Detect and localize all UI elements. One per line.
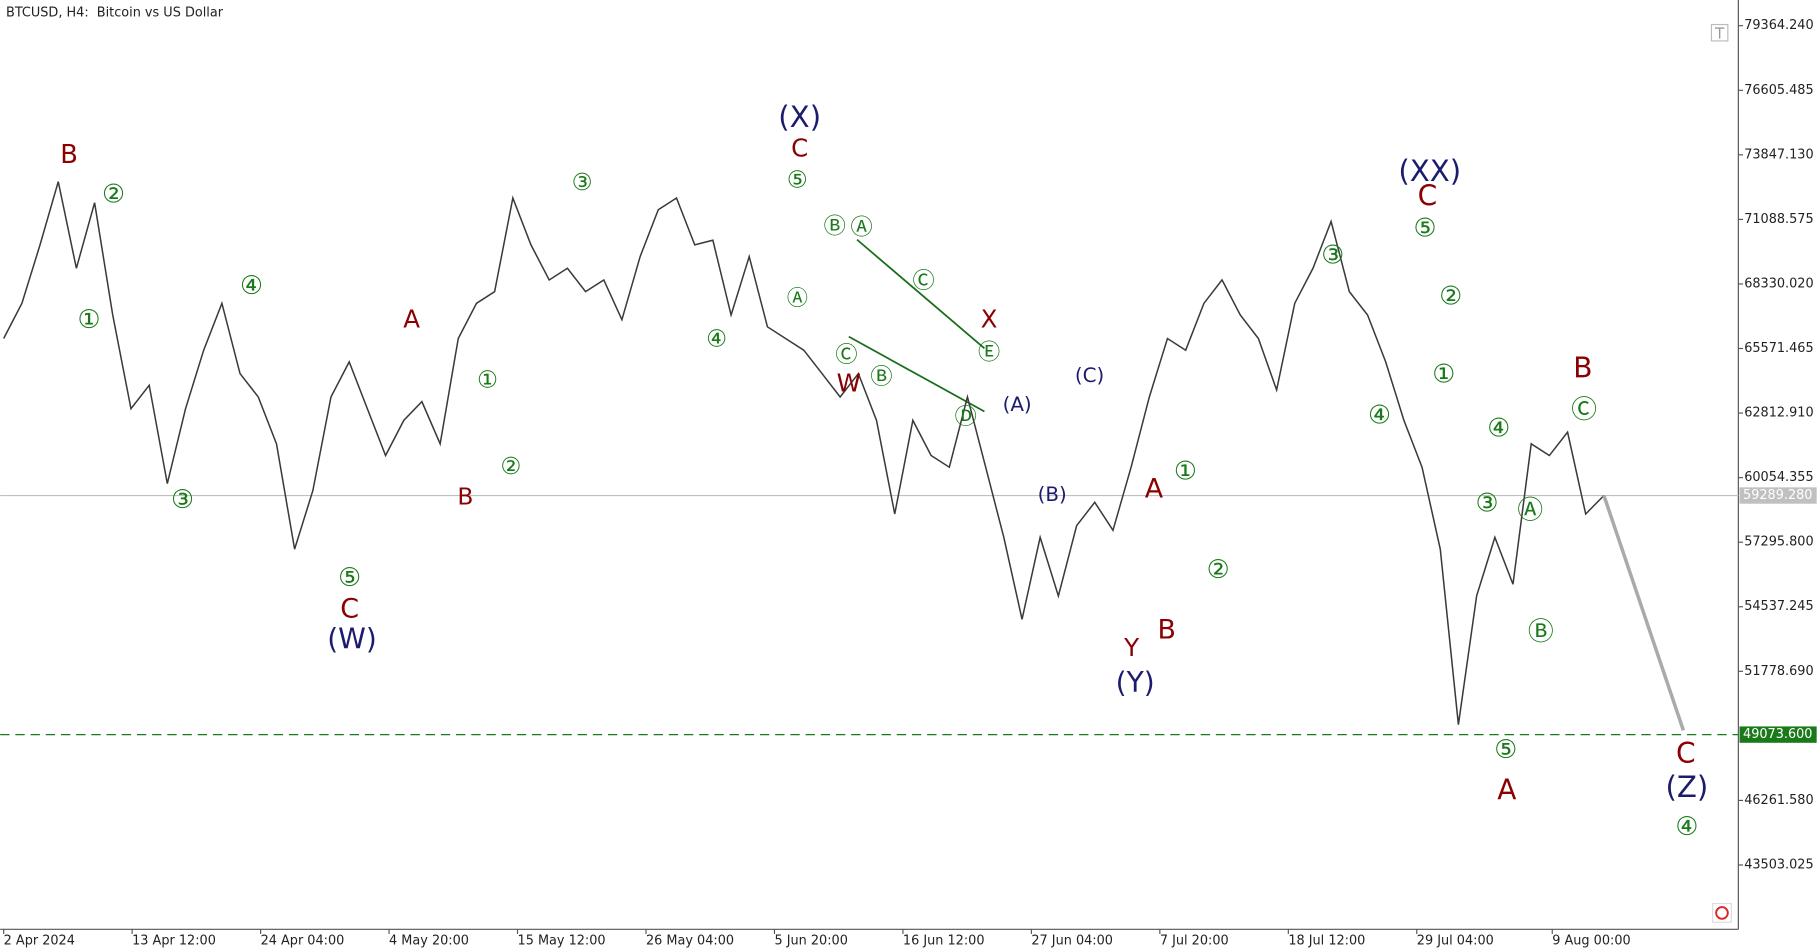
wave-label: B	[1573, 351, 1592, 384]
wave-label: ③	[572, 168, 593, 196]
wave-label: ②	[1207, 555, 1230, 585]
wave-label: Ⓐ	[1517, 495, 1543, 525]
wave-label: W	[837, 369, 861, 398]
trend-channel	[848, 238, 985, 413]
wave-label: (A)	[1003, 393, 1032, 416]
alert-icon[interactable]	[1712, 902, 1732, 923]
wave-label: B	[60, 140, 78, 170]
channel-line	[856, 238, 985, 350]
x-tick-label: 26 May 04:00	[646, 933, 734, 948]
price-tag	[1739, 726, 1817, 743]
x-tick-label: 13 Apr 12:00	[132, 933, 216, 948]
wave-label: ①	[77, 305, 100, 335]
x-tick-label: 16 Jun 12:00	[903, 933, 985, 948]
wave-label: Ⓒ	[835, 342, 857, 368]
price-line	[2, 181, 1605, 725]
price-tag	[1739, 487, 1817, 504]
wave-label: Ⓐ	[851, 214, 873, 240]
wave-label: ③	[1321, 240, 1344, 270]
wave-label: ②	[1439, 281, 1462, 311]
wave-label: ①	[1432, 360, 1455, 390]
wave-label: ①	[1174, 457, 1197, 487]
y-tick-label: 68330.020	[1744, 276, 1813, 291]
wave-label: ②	[102, 180, 125, 210]
wave-label: ③	[1476, 488, 1499, 518]
y-tick-label: 46261.580	[1744, 793, 1813, 808]
y-tick-label: 62812.910	[1744, 406, 1813, 421]
wave-label: ④	[1675, 812, 1698, 842]
wave-label: X	[981, 304, 998, 333]
wave-label: (W)	[327, 623, 377, 656]
wave-label: (B)	[1038, 483, 1067, 506]
x-tick-label: 9 Aug 00:00	[1552, 933, 1630, 948]
y-tick-label: 60054.355	[1744, 470, 1813, 485]
y-tick-label: 76605.485	[1744, 83, 1813, 98]
y-tick-label: 57295.800	[1744, 535, 1813, 550]
wave-label: ⑤	[1494, 735, 1517, 765]
trade-icon[interactable]	[1710, 23, 1729, 42]
y-tick-label: 65571.465	[1744, 341, 1813, 356]
x-tick-label: 2 Apr 2024	[4, 933, 75, 948]
y-tick-label: 73847.130	[1744, 147, 1813, 162]
wave-label: C	[791, 134, 808, 163]
wave-label: C	[340, 594, 359, 625]
icon-glyph	[1714, 27, 1725, 39]
wave-label: Ⓓ	[955, 404, 977, 430]
x-tick-label: 5 Jun 20:00	[774, 933, 847, 948]
wave-label: Ⓑ	[824, 213, 846, 239]
x-tick-label: 7 Jul 20:00	[1160, 933, 1229, 948]
wave-label: B	[457, 482, 473, 510]
wave-label: Ⓑ	[1528, 617, 1554, 647]
icon-glyph	[1715, 906, 1729, 920]
wave-label: ③	[171, 485, 194, 515]
wave-label: ⑤	[1414, 214, 1437, 244]
wave-label: ④	[1368, 401, 1391, 431]
y-tick-label: 43503.025	[1744, 857, 1813, 872]
wave-label: (XX)	[1398, 154, 1461, 188]
forecast-line	[1602, 494, 1686, 732]
wave-label: ①	[477, 366, 498, 394]
price-tag-label: 49073.600	[1743, 727, 1812, 742]
x-tick-label: 18 Jul 12:00	[1288, 933, 1365, 948]
wave-label: (C)	[1075, 364, 1104, 387]
wave-label: A	[1497, 773, 1516, 806]
wave-label: ⑤	[787, 166, 808, 194]
x-tick-label: 15 May 12:00	[518, 933, 606, 948]
wave-label: Ⓐ	[787, 285, 808, 310]
y-tick-label: 71088.575	[1744, 212, 1813, 227]
wave-label: B	[1158, 615, 1176, 646]
wave-label: (Y)	[1116, 666, 1155, 699]
wave-label: ⑤	[338, 563, 361, 593]
wave-label: Y	[1123, 633, 1140, 662]
wave-label: ④	[240, 271, 263, 301]
x-tick-label: 4 May 20:00	[389, 933, 469, 948]
wave-label: Ⓔ	[978, 340, 1000, 366]
chart-title: BTCUSD, H4: Bitcoin vs US Dollar	[6, 5, 224, 20]
wave-label: (Z)	[1666, 770, 1709, 804]
y-tick-label: 54537.245	[1744, 599, 1813, 614]
price-tag-label: 59289.280	[1743, 488, 1812, 503]
wave-label: Ⓑ	[870, 364, 892, 390]
y-tick-label: 79364.240	[1744, 18, 1813, 33]
wave-label: ④	[1487, 413, 1510, 443]
wave-label: ②	[501, 452, 522, 480]
x-tick-label: 27 Jun 04:00	[1031, 933, 1113, 948]
wave-label: C	[1418, 180, 1438, 213]
y-tick-label: 51778.690	[1744, 664, 1813, 679]
x-tick-label: 24 Apr 04:00	[261, 933, 345, 948]
wave-label: ④	[706, 325, 727, 353]
wave-label: A	[1145, 473, 1164, 504]
wave-label: C	[1676, 737, 1696, 770]
wave-label: (X)	[778, 100, 821, 134]
wave-label: Ⓒ	[913, 268, 935, 294]
channel-line	[848, 335, 985, 413]
wave-label: Ⓒ	[1571, 395, 1597, 425]
wave-label: A	[403, 304, 420, 333]
x-tick-label: 29 Jul 04:00	[1417, 933, 1494, 948]
